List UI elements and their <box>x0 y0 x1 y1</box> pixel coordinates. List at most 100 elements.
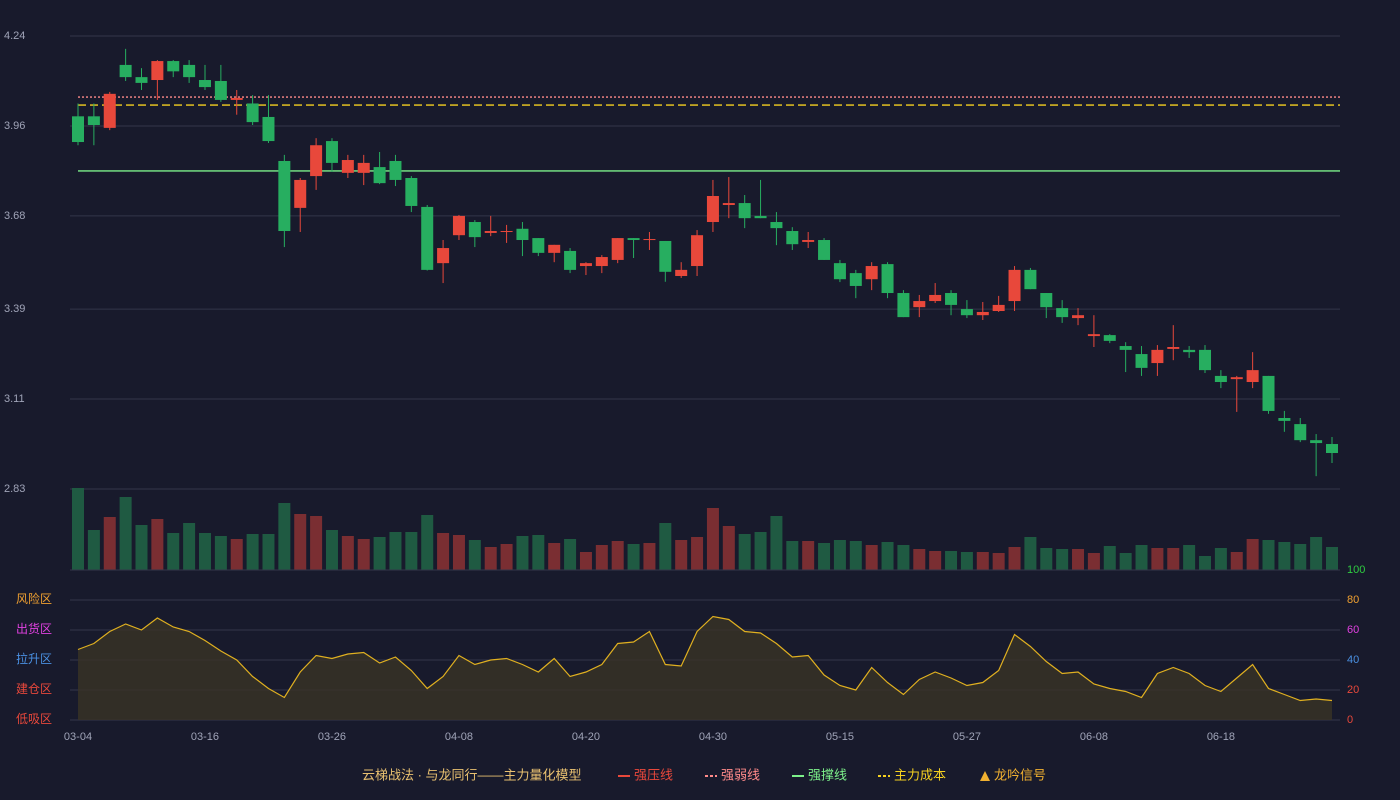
volume-bar <box>881 542 894 570</box>
legend-title: 云梯战法 · 与龙同行——主力量化模型 <box>362 767 582 782</box>
volume-bar <box>992 553 1005 570</box>
candle-body <box>500 231 513 233</box>
volume-bar <box>802 541 815 570</box>
y-tick-label: 3.96 <box>4 120 25 132</box>
volume-bar <box>1024 537 1037 570</box>
candle-body <box>691 235 704 267</box>
candle-body <box>1326 444 1338 454</box>
candle-body <box>833 263 846 280</box>
candle-body <box>87 116 100 125</box>
volume-bar <box>929 551 942 570</box>
volume-bar <box>119 497 132 570</box>
volume-bar <box>976 552 989 570</box>
legend-label: 强撑线 <box>808 767 847 782</box>
volume-bar <box>1262 540 1275 570</box>
volume-bar <box>1056 549 1069 570</box>
volume-bar <box>1246 539 1259 570</box>
volume-bar <box>516 536 529 570</box>
volume-bar <box>183 523 196 570</box>
candle-body <box>1119 346 1132 350</box>
volume-bar <box>913 549 926 570</box>
candle-body <box>1167 346 1180 349</box>
candle-body <box>198 80 211 88</box>
candle-body <box>278 160 291 232</box>
volume-bar <box>246 534 259 570</box>
volume-bar <box>1183 545 1196 570</box>
volume-bar <box>1230 552 1243 570</box>
x-tick-label: 03-26 <box>318 731 346 743</box>
candle-body <box>468 222 481 238</box>
volume-bar <box>548 543 561 570</box>
x-tick-label: 04-20 <box>572 731 600 743</box>
candle-body <box>1183 349 1196 353</box>
candle-body <box>484 231 497 233</box>
candle-body <box>643 239 656 241</box>
candle-body <box>579 263 592 267</box>
candle-body <box>183 64 196 78</box>
volume-bar <box>945 551 958 570</box>
volume-bar <box>706 508 719 570</box>
candle-body <box>532 238 545 253</box>
y-tick-label: 4.24 <box>4 30 25 42</box>
candle-body <box>945 293 958 305</box>
volume-bar <box>643 543 656 570</box>
volume-bar <box>341 536 354 570</box>
volume-bar <box>1072 549 1085 570</box>
candle-body <box>452 215 465 236</box>
candle-body <box>722 203 735 205</box>
volume-bar <box>691 537 704 570</box>
volume-bar <box>627 544 640 570</box>
candle-body <box>548 244 561 253</box>
candle-body <box>373 167 386 184</box>
volume-bar <box>198 533 211 570</box>
volume-bar <box>437 533 450 570</box>
candle-body <box>119 64 132 78</box>
volume-bar <box>325 530 338 570</box>
volume-bar <box>167 533 180 570</box>
volume-bar <box>865 545 878 570</box>
legend-label: 龙吟信号 <box>994 767 1046 782</box>
candle-body <box>389 160 402 180</box>
candle-body <box>1151 349 1164 364</box>
volume-bar <box>595 545 608 570</box>
candle-body <box>405 178 418 206</box>
volume-bar <box>1310 537 1323 570</box>
volume-bar <box>786 541 799 570</box>
volume-bar <box>373 537 386 570</box>
candle-body <box>1262 375 1275 411</box>
volume-bar <box>738 534 751 570</box>
candle-body <box>1294 424 1307 441</box>
legend-label: 主力成本 <box>894 767 946 782</box>
volume-bar <box>484 547 497 570</box>
y2-tick-label: 60 <box>1347 624 1359 636</box>
candle-body <box>675 269 688 276</box>
volume-bar <box>1167 548 1180 570</box>
volume-bar <box>1326 547 1338 570</box>
candle-body <box>786 231 799 245</box>
zone-label: 建仓区 <box>16 682 52 696</box>
y2-tick-label: 80 <box>1347 594 1359 606</box>
volume-bar <box>87 530 100 570</box>
y-tick-label: 2.83 <box>4 483 25 495</box>
y-tick-label: 3.11 <box>4 393 25 405</box>
y2-tick-label: 20 <box>1347 684 1359 696</box>
candle-body <box>770 222 783 229</box>
candle-body <box>357 162 370 173</box>
candle-body <box>1278 417 1291 421</box>
volume-bar <box>310 516 323 570</box>
volume-bar <box>405 532 418 570</box>
volume-bar <box>135 525 148 570</box>
y2-tick-label: 40 <box>1347 654 1359 666</box>
zone-label: 风险区 <box>16 591 52 606</box>
volume-bar <box>659 523 672 570</box>
candle-body <box>135 77 148 83</box>
candle-body <box>325 141 338 163</box>
candle-body <box>897 293 910 318</box>
candle-body <box>929 294 942 302</box>
candle-body <box>849 273 862 286</box>
legend-label: 强弱线 <box>721 767 760 782</box>
candle-body <box>754 215 767 219</box>
x-tick-label: 04-08 <box>445 731 473 743</box>
candle-body <box>341 160 354 173</box>
